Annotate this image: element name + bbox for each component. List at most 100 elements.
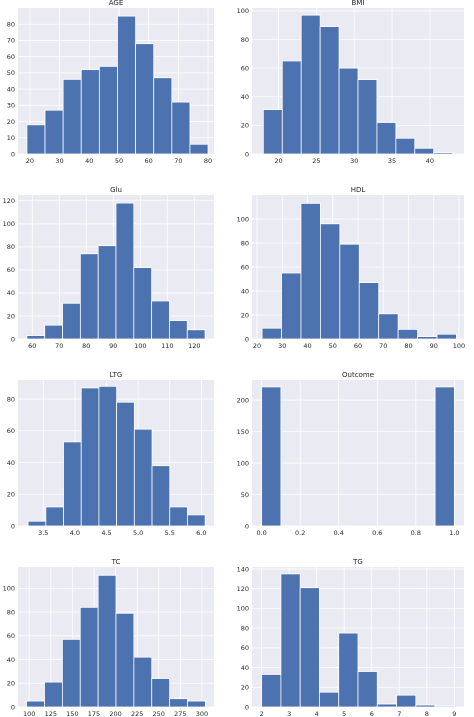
y-tick-label: 10 (7, 134, 15, 142)
subplot-bmi: BMI 20 25 30 35 40 0 20 40 60 80 100 (237, 0, 464, 165)
histogram-bar (319, 223, 341, 340)
x-tick-label: 90 (109, 342, 117, 350)
histogram-bar (358, 282, 380, 340)
histogram-bar (300, 202, 321, 340)
subplot-tc: TC 100 125 150 175 200 225 250 275 300 0 20 40 60 80 10… (3, 558, 214, 717)
y-tick-label: 20 (7, 312, 15, 320)
histogram-bar (280, 573, 301, 708)
histogram-bar (153, 77, 173, 155)
histogram-bar (171, 101, 191, 155)
histogram-bar (151, 678, 171, 708)
x-tick-label: 0.4 (334, 529, 344, 537)
x-tick-label: 50 (329, 342, 337, 350)
histogram-bar (117, 15, 137, 155)
y-tick-label: 60 (241, 64, 249, 72)
y-tick-label: 20 (241, 311, 249, 319)
y-tick-label: 0 (245, 150, 249, 158)
y-tick-label: 100 (3, 585, 15, 593)
x-tick-label: 100 (453, 342, 465, 350)
x-tick-label: 5.0 (133, 529, 143, 537)
x-tick-label: 250 (153, 710, 165, 717)
y-tick-label: 80 (241, 36, 249, 44)
histogram-bar (261, 327, 282, 340)
x-tick-label: 70 (55, 342, 63, 350)
histogram-bar (397, 328, 418, 340)
x-tick-label: 80 (404, 342, 412, 350)
histogram-bar (299, 587, 320, 708)
y-tick-label: 80 (7, 608, 15, 616)
x-tick-label: 3.5 (38, 529, 48, 537)
x-tick-label: 70 (379, 342, 387, 350)
x-tick-label: 125 (45, 710, 57, 717)
y-tick-label: 60 (7, 427, 15, 435)
histogram-bar (281, 272, 302, 340)
x-tick-label: 0.6 (372, 529, 382, 537)
histogram-bar (395, 137, 416, 155)
histogram-bar (80, 387, 100, 527)
subplot-title: Glu (110, 186, 122, 194)
y-tick-label: 20 (7, 118, 15, 126)
y-tick-label: 100 (237, 605, 249, 613)
histogram-bar (26, 335, 46, 340)
histogram-bar (339, 243, 360, 340)
y-tick-label: 40 (7, 85, 15, 93)
x-tick-label: 120 (188, 342, 200, 350)
histogram-bar (436, 333, 457, 340)
histogram-bar (115, 612, 135, 708)
x-tick-label: 4.0 (70, 529, 80, 537)
x-tick-label: 0.0 (256, 529, 266, 537)
x-tick-label: 150 (66, 710, 78, 717)
x-tick-label: 30 (278, 342, 286, 350)
y-tick-label: 140 (237, 565, 249, 573)
x-tick-label: 4.5 (101, 529, 111, 537)
histogram-bar (26, 124, 46, 155)
x-tick-label: 8 (425, 710, 429, 717)
histogram-bar (357, 671, 378, 708)
y-tick-label: 0 (245, 335, 249, 343)
subplot-title: Outcome (342, 371, 374, 379)
y-tick-label: 80 (7, 395, 15, 403)
histogram-bar (169, 698, 188, 708)
x-tick-label: 200 (109, 710, 121, 717)
y-tick-label: 60 (7, 632, 15, 640)
x-tick-label: 6.0 (196, 529, 206, 537)
histogram-bar (434, 386, 455, 527)
x-tick-label: 90 (430, 342, 438, 350)
histogram-bar (62, 302, 81, 340)
subplot-hdl: HDL 20 30 40 50 60 70 80 90 100 0 20 40 60 80 100 (237, 186, 466, 350)
histogram-bar (357, 79, 378, 155)
y-tick-label: 100 (237, 215, 249, 223)
x-tick-label: 0.8 (411, 529, 421, 537)
x-tick-label: 3 (287, 710, 291, 717)
histogram-bar (378, 313, 399, 340)
x-tick-label: 110 (161, 342, 173, 350)
y-tick-label: 30 (7, 102, 15, 110)
x-tick-label: 4 (315, 710, 319, 717)
x-tick-label: 5.5 (165, 529, 175, 537)
x-tick-label: 100 (134, 342, 146, 350)
x-tick-label: 275 (174, 710, 186, 717)
x-tick-label: 50 (115, 157, 123, 165)
histogram-bar (338, 67, 359, 155)
subplot-title: HDL (351, 186, 366, 194)
histogram-bar (44, 109, 64, 155)
histogram-bar (151, 300, 170, 340)
x-tick-label: 225 (131, 710, 143, 717)
x-tick-label: 1.0 (449, 529, 459, 537)
histogram-bar (45, 506, 64, 527)
histogram-bar (97, 245, 117, 340)
y-tick-label: 0 (11, 522, 15, 530)
histogram-bar (97, 574, 117, 708)
histogram-bar (187, 514, 206, 527)
x-tick-label: 80 (82, 342, 90, 350)
x-tick-label: 6 (370, 710, 374, 717)
histogram-bar (115, 202, 135, 340)
subplot-ltg: LTG 3.5 4.0 4.5 5.0 5.5 6.0 0 20 40 60 80 (7, 371, 214, 537)
x-tick-label: 7 (397, 710, 401, 717)
subplot-title: TG (352, 558, 363, 566)
histogram-bar (62, 78, 82, 155)
y-tick-label: 80 (7, 21, 15, 29)
histogram-bar (169, 506, 188, 527)
y-tick-label: 20 (7, 680, 15, 688)
